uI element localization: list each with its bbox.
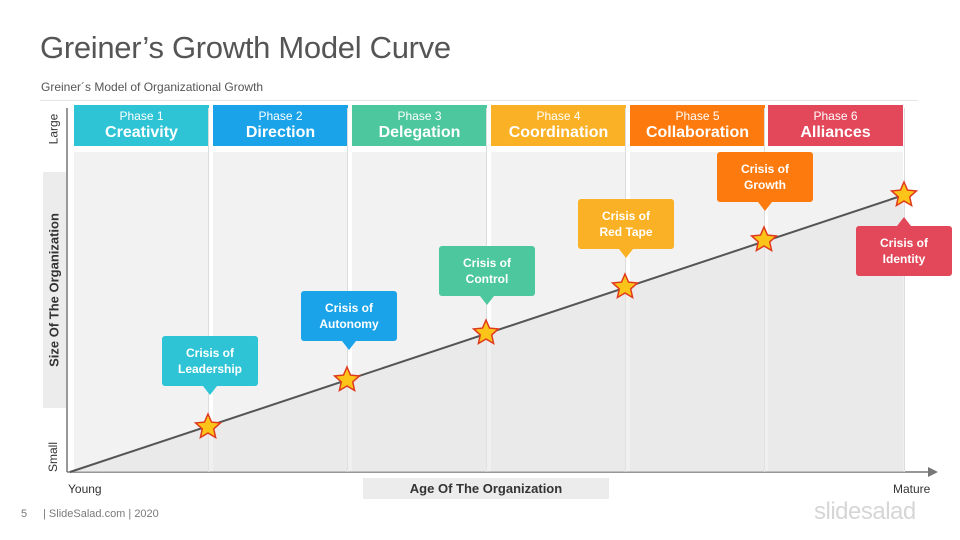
callout-pointer xyxy=(758,202,772,211)
phase-column-1 xyxy=(74,152,209,472)
phase-number: Phase 1 xyxy=(119,109,164,123)
x-axis-left-label: Young xyxy=(68,482,102,496)
star-icon xyxy=(749,225,779,253)
y-axis-title-box xyxy=(43,172,66,408)
phase-header-2: Phase 2 Direction xyxy=(213,105,348,146)
page-number: 5 xyxy=(21,508,28,520)
crisis-callout-control: Crisis of Control xyxy=(439,246,535,305)
crisis-label-line2: Autonomy xyxy=(319,317,379,331)
title-divider xyxy=(40,100,918,101)
page-subtitle: Greiner´s Model of Organizational Growth xyxy=(41,80,264,94)
phase-header-1: Phase 1 Creativity xyxy=(74,105,209,146)
star-icon xyxy=(471,318,501,346)
star-icon xyxy=(610,272,640,300)
crisis-label-line2: Leadership xyxy=(177,362,243,376)
crisis-label-line2: Control xyxy=(465,272,509,286)
phase-header-3: Phase 3 Delegation xyxy=(352,105,487,146)
page-title: Greiner’s Growth Model Curve xyxy=(40,30,451,65)
callout-pointer xyxy=(897,217,911,226)
star-icon xyxy=(193,412,223,440)
phase-number: Phase 2 xyxy=(258,109,303,123)
callout-pointer xyxy=(203,386,217,395)
crisis-label-line1: Crisis of xyxy=(740,162,789,176)
phase-name: Collaboration xyxy=(645,124,750,141)
phase-header-5: Phase 5 Collaboration xyxy=(630,105,765,146)
crisis-callout-growth: Crisis of Growth xyxy=(717,152,813,211)
crisis-label-line2: Red Tape xyxy=(599,225,653,239)
slidesalad-logo: slidesalad xyxy=(814,498,916,525)
crisis-label-line1: Crisis of xyxy=(324,301,373,315)
crisis-label-line1: Crisis of xyxy=(462,256,511,270)
crisis-label-line1: Crisis of xyxy=(601,209,650,223)
phase-name: Coordination xyxy=(508,124,609,141)
x-axis-right-label: Mature xyxy=(893,482,931,496)
phase-name: Creativity xyxy=(105,124,178,141)
star-icon xyxy=(889,180,919,208)
star-icon xyxy=(332,365,362,393)
x-axis-arrowhead xyxy=(928,467,938,477)
x-axis-title: Age Of The Organization xyxy=(363,478,609,499)
crisis-callout-autonomy: Crisis of Autonomy xyxy=(301,291,397,350)
phase-number: Phase 6 xyxy=(813,109,858,123)
callout-pointer xyxy=(342,341,356,350)
phase-name: Delegation xyxy=(378,124,461,141)
footer-credit: | SlideSalad.com | 2020 xyxy=(43,508,159,520)
phase-name: Direction xyxy=(245,124,316,141)
crisis-callout-red-tape: Crisis of Red Tape xyxy=(578,199,674,258)
phase-name: Alliances xyxy=(800,124,871,141)
phase-header-4: Phase 4 Coordination xyxy=(491,105,626,146)
crisis-label-line1: Crisis of xyxy=(879,236,928,250)
crisis-label-line1: Crisis of xyxy=(185,346,234,360)
phase-number: Phase 4 xyxy=(536,109,581,123)
callout-pointer xyxy=(619,249,633,258)
phase-number: Phase 3 xyxy=(397,109,442,123)
callout-pointer xyxy=(480,296,494,305)
crisis-label-line2: Growth xyxy=(744,178,786,192)
crisis-callout-leadership: Crisis of Leadership xyxy=(162,336,258,395)
phase-number: Phase 5 xyxy=(675,109,720,123)
phase-header-6: Phase 6 Alliances xyxy=(768,105,903,146)
crisis-label-line2: Identity xyxy=(882,252,926,266)
crisis-callout-identity: Crisis of Identity xyxy=(856,217,952,276)
